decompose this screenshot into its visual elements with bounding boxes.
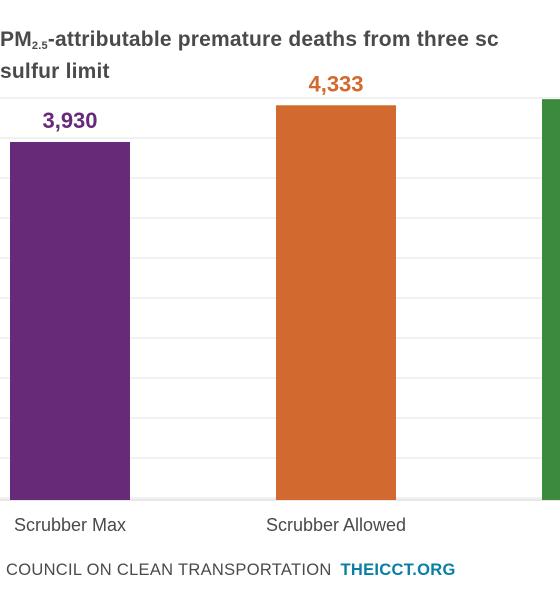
- chart-title-line-1: PM2.5-attributable premature deaths from…: [0, 28, 499, 52]
- chart-title-part-2: -attributable premature deaths from thre…: [47, 28, 499, 51]
- category-label: Scrubber Max: [14, 515, 126, 535]
- bar-scrubber-allowed: [276, 105, 396, 500]
- category-label: Scrubber Allowed: [266, 515, 406, 535]
- chart-title-line-2: sulfur limit: [0, 60, 110, 83]
- footer-link[interactable]: THEICCT.ORG: [340, 561, 456, 579]
- bar-scrubber-max: [10, 141, 130, 501]
- footer: COUNCIL ON CLEAN TRANSPORTATION THEICCT.…: [6, 561, 456, 580]
- bar-dis: [542, 99, 560, 500]
- chart-title-subscript: 2.5: [31, 40, 48, 52]
- value-label: 4,333: [308, 71, 363, 96]
- footer-source: COUNCIL ON CLEAN TRANSPORTATION: [6, 561, 332, 579]
- value-label: 3,930: [42, 108, 97, 133]
- chart-title-part-1: PM: [0, 28, 32, 51]
